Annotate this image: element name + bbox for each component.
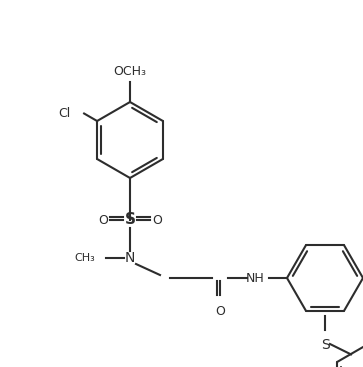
Text: CH₃: CH₃ xyxy=(74,253,95,263)
Text: O: O xyxy=(152,214,162,226)
Text: S: S xyxy=(321,338,329,352)
Text: Cl: Cl xyxy=(58,107,70,120)
Text: NH: NH xyxy=(246,272,264,284)
Text: O: O xyxy=(98,214,108,226)
Text: S: S xyxy=(125,212,135,228)
Text: N: N xyxy=(125,251,135,265)
Text: OCH₃: OCH₃ xyxy=(114,65,147,78)
Text: O: O xyxy=(215,305,225,318)
